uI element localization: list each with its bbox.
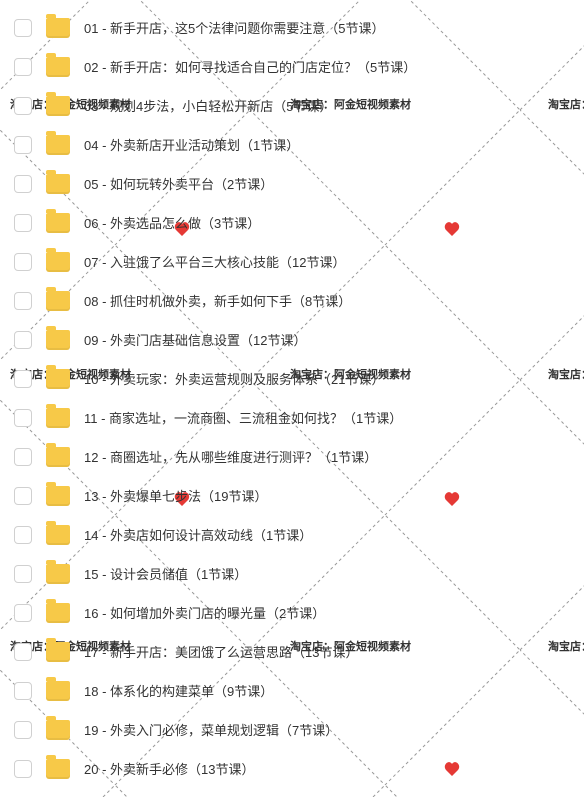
list-item[interactable]: 18 - 体系化的构建菜单（9节课） <box>0 671 584 710</box>
list-item[interactable]: 04 - 外卖新店开业活动策划（1节课） <box>0 125 584 164</box>
list-item[interactable]: 15 - 设计会员储值（1节课） <box>0 554 584 593</box>
folder-name: 11 - 商家选址，一流商圈、三流租金如何找？（1节课） <box>84 408 402 427</box>
folder-name: 08 - 抓住时机做外卖，新手如何下手（8节课） <box>84 291 351 310</box>
folder-icon <box>46 18 70 38</box>
checkbox[interactable] <box>14 565 32 583</box>
checkbox[interactable] <box>14 526 32 544</box>
folder-icon <box>46 759 70 779</box>
checkbox[interactable] <box>14 487 32 505</box>
folder-icon <box>46 681 70 701</box>
folder-name: 18 - 体系化的构建菜单（9节课） <box>84 681 273 700</box>
folder-name: 10 - 外卖玩家：外卖运营规则及服务体系（21节课） <box>84 369 384 388</box>
folder-name: 12 - 商圈选址，先从哪些维度进行测评？（1节课） <box>84 447 377 466</box>
folder-icon <box>46 642 70 662</box>
list-item[interactable]: 11 - 商家选址，一流商圈、三流租金如何找？（1节课） <box>0 398 584 437</box>
folder-name: 20 - 外卖新手必修（13节课） <box>84 759 254 778</box>
folder-icon <box>46 486 70 506</box>
list-item[interactable]: 02 - 新手开店：如何寻找适合自己的门店定位？（5节课） <box>0 47 584 86</box>
list-item[interactable]: 06 - 外卖选品怎么做（3节课） <box>0 203 584 242</box>
folder-name: 13 - 外卖爆单七步法（19节课） <box>84 486 267 505</box>
folder-icon <box>46 174 70 194</box>
list-item[interactable]: 12 - 商圈选址，先从哪些维度进行测评？（1节课） <box>0 437 584 476</box>
folder-name: 09 - 外卖门店基础信息设置（12节课） <box>84 330 306 349</box>
list-item[interactable]: 20 - 外卖新手必修（13节课） <box>0 749 584 788</box>
folder-icon <box>46 525 70 545</box>
folder-name: 14 - 外卖店如何设计高效动线（1节课） <box>84 525 312 544</box>
folder-icon <box>46 252 70 272</box>
folder-icon <box>46 57 70 77</box>
checkbox[interactable] <box>14 214 32 232</box>
checkbox[interactable] <box>14 682 32 700</box>
checkbox[interactable] <box>14 136 32 154</box>
folder-icon <box>46 447 70 467</box>
checkbox[interactable] <box>14 331 32 349</box>
list-item[interactable]: 17 - 新手开店：美团饿了么运营思路（13节课） <box>0 632 584 671</box>
list-item[interactable]: 09 - 外卖门店基础信息设置（12节课） <box>0 320 584 359</box>
folder-icon <box>46 408 70 428</box>
checkbox[interactable] <box>14 409 32 427</box>
list-item[interactable]: 10 - 外卖玩家：外卖运营规则及服务体系（21节课） <box>0 359 584 398</box>
folder-name: 03 - 规划4步法，小白轻松开新店（5节课） <box>84 96 332 115</box>
list-item[interactable]: 13 - 外卖爆单七步法（19节课） <box>0 476 584 515</box>
folder-name: 05 - 如何玩转外卖平台（2节课） <box>84 174 273 193</box>
checkbox[interactable] <box>14 604 32 622</box>
checkbox[interactable] <box>14 721 32 739</box>
checkbox[interactable] <box>14 643 32 661</box>
list-item[interactable]: 03 - 规划4步法，小白轻松开新店（5节课） <box>0 86 584 125</box>
folder-name: 06 - 外卖选品怎么做（3节课） <box>84 213 260 232</box>
checkbox[interactable] <box>14 370 32 388</box>
checkbox[interactable] <box>14 58 32 76</box>
list-item[interactable]: 16 - 如何增加外卖门店的曝光量（2节课） <box>0 593 584 632</box>
checkbox[interactable] <box>14 448 32 466</box>
folder-icon <box>46 564 70 584</box>
folder-icon <box>46 291 70 311</box>
folder-name: 01 - 新手开店，这5个法律问题你需要注意（5节课） <box>84 18 384 37</box>
folder-icon <box>46 213 70 233</box>
folder-icon <box>46 720 70 740</box>
checkbox[interactable] <box>14 97 32 115</box>
folder-icon <box>46 330 70 350</box>
checkbox[interactable] <box>14 175 32 193</box>
list-item[interactable]: 01 - 新手开店，这5个法律问题你需要注意（5节课） <box>0 8 584 47</box>
folder-icon <box>46 135 70 155</box>
list-item[interactable]: 07 - 入驻饿了么平台三大核心技能（12节课） <box>0 242 584 281</box>
list-item[interactable]: 05 - 如何玩转外卖平台（2节课） <box>0 164 584 203</box>
checkbox[interactable] <box>14 292 32 310</box>
folder-icon <box>46 603 70 623</box>
folder-name: 04 - 外卖新店开业活动策划（1节课） <box>84 135 299 154</box>
folder-icon <box>46 96 70 116</box>
checkbox[interactable] <box>14 760 32 778</box>
folder-name: 17 - 新手开店：美团饿了么运营思路（13节课） <box>84 642 358 661</box>
list-item[interactable]: 14 - 外卖店如何设计高效动线（1节课） <box>0 515 584 554</box>
folder-name: 19 - 外卖入门必修，菜单规划逻辑（7节课） <box>84 720 338 739</box>
checkbox[interactable] <box>14 19 32 37</box>
list-item[interactable]: 19 - 外卖入门必修，菜单规划逻辑（7节课） <box>0 710 584 749</box>
folder-list: 01 - 新手开店，这5个法律问题你需要注意（5节课） 02 - 新手开店：如何… <box>0 0 584 788</box>
folder-name: 07 - 入驻饿了么平台三大核心技能（12节课） <box>84 252 345 271</box>
folder-icon <box>46 369 70 389</box>
folder-name: 15 - 设计会员储值（1节课） <box>84 564 247 583</box>
folder-name: 16 - 如何增加外卖门店的曝光量（2节课） <box>84 603 325 622</box>
checkbox[interactable] <box>14 253 32 271</box>
folder-name: 02 - 新手开店：如何寻找适合自己的门店定位？（5节课） <box>84 57 416 76</box>
list-item[interactable]: 08 - 抓住时机做外卖，新手如何下手（8节课） <box>0 281 584 320</box>
